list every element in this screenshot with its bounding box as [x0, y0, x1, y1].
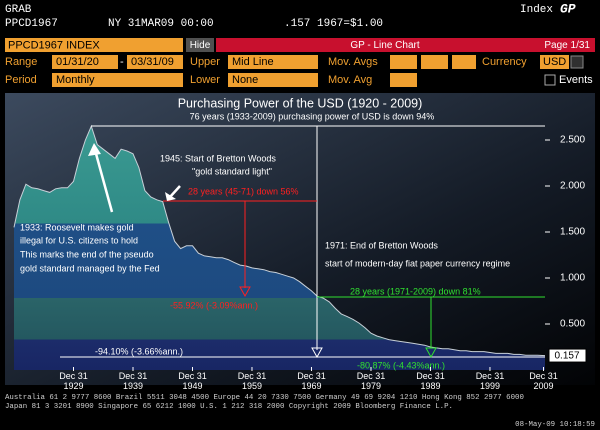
plot-area: [13, 124, 546, 370]
y-tick-label: 1.500: [560, 227, 585, 238]
annotation-arrow: [239, 286, 251, 298]
range-end: 03/31/09: [131, 56, 174, 68]
chart-title: Purchasing Power of the USD (1920 - 2009…: [178, 96, 423, 110]
range-end-field[interactable]: [127, 55, 183, 69]
lower-field[interactable]: [228, 73, 318, 87]
annotation-arrow: [88, 143, 101, 156]
footer-contacts: Australia 61 2 9777 8600 Brazil 5511 304…: [5, 394, 524, 402]
annotation: 1971: End of Bretton Woods: [325, 240, 438, 250]
annotation-arrow: [169, 185, 181, 198]
x-tick-label: Dec 31 1999: [475, 371, 505, 391]
x-tick-label: Dec 31 1929: [59, 371, 88, 391]
annotation-arrow: [425, 347, 437, 359]
x-tick-label: Dec 31 1979: [356, 371, 386, 391]
function-name: GP: [560, 1, 576, 16]
lower-label: Lower: [190, 74, 220, 86]
y-tick-label: 0.500: [560, 319, 585, 330]
x-tick-label: Dec 31 1989: [416, 371, 445, 391]
last-value-label: 0.157: [554, 351, 579, 362]
annotation: This marks the end of the pseudo: [20, 249, 154, 259]
mov-avg-field[interactable]: [452, 55, 476, 69]
annotation: 28 years (1971-2009) down 81%: [350, 286, 481, 296]
function-code: GRAB: [5, 4, 32, 16]
title-bar: [216, 38, 595, 52]
mov-avg-field[interactable]: [390, 73, 417, 87]
security-text: PPCD1967 INDEX: [8, 39, 100, 51]
annotation: -94.10% (-3.66%ann.): [95, 346, 183, 356]
currency-dropdown[interactable]: [570, 55, 584, 69]
x-tick-label: Dec 31 1969: [297, 371, 326, 391]
annotation: 28 years (45-71) down 56%: [188, 186, 299, 196]
annotation: -80.87% (-4.43%ann.): [357, 360, 445, 370]
annotation: start of modern-day fiat paper currency …: [325, 258, 510, 268]
security-field[interactable]: [5, 38, 183, 52]
annotation: "gold standard light": [192, 166, 272, 176]
currency-value: USD: [543, 56, 566, 68]
period-value: Monthly: [56, 74, 95, 86]
lower-value: None: [232, 74, 258, 86]
footer-timestamp: 08-May-09 10:18:59: [515, 421, 595, 429]
annotation: 76 years (1933-2009) purchasing power of…: [190, 111, 435, 121]
line: [13, 124, 546, 357]
annotation: -55.92% (-3.09%ann.): [170, 300, 258, 310]
range-separator: -: [120, 56, 124, 68]
x-tick-label: Dec 31 1959: [237, 371, 267, 391]
exchange-time: NY 31MAR09 00:00: [108, 18, 214, 30]
annotation: gold standard managed by the Fed: [20, 263, 160, 273]
range-start: 01/31/20: [56, 56, 99, 68]
ticker: PPCD1967: [5, 18, 58, 30]
annotation: 1933: Roosevelt makes gold: [20, 222, 134, 232]
x-tick-label: Dec 31 1939: [118, 371, 148, 391]
x-tick-label: Dec 31 1949: [178, 371, 207, 391]
period-label: Period: [5, 74, 37, 86]
y-tick-label: 2.000: [560, 181, 585, 192]
events-label: Events: [559, 74, 593, 86]
period-field[interactable]: [52, 73, 183, 87]
range-label: Range: [5, 56, 37, 68]
annotation: 1945: Start of Bretton Woods: [160, 153, 276, 163]
page-indicator: Page 1/31: [544, 40, 590, 51]
currency-field[interactable]: [540, 55, 569, 69]
x-tick-label: Dec 31 2009: [529, 371, 558, 391]
events-checkbox[interactable]: [544, 74, 556, 86]
screen-title: GP - Line Chart: [350, 40, 420, 51]
range-start-field[interactable]: [52, 55, 118, 69]
last-value-tag: [548, 348, 587, 363]
y-tick-label: 2.500: [560, 135, 585, 146]
footer-contacts: Japan 81 3 3201 8900 Singapore 65 6212 1…: [5, 403, 453, 411]
currency-label: Currency: [482, 56, 527, 68]
upper-value: Mid Line: [232, 56, 274, 68]
hide-button[interactable]: [186, 38, 214, 52]
mov-avgs-label: Mov. Avgs: [328, 56, 378, 68]
mov-avg-field[interactable]: [421, 55, 448, 69]
annotation: illegal for U.S. citizens to hold: [20, 235, 138, 245]
upper-field[interactable]: [228, 55, 318, 69]
hide-label: Hide: [190, 40, 211, 51]
y-tick-label: 1.000: [560, 273, 585, 284]
annotation-arrow: [165, 192, 176, 201]
mov-avg-label: Mov. Avg: [328, 74, 372, 86]
mov-avg-field[interactable]: [390, 55, 417, 69]
upper-label: Upper: [190, 56, 220, 68]
last-price: .157 1967=$1.00: [284, 18, 383, 30]
area: [14, 126, 545, 370]
annotation-arrow: [93, 149, 114, 213]
annotation-arrow: [311, 347, 323, 359]
market-sector: Index: [520, 4, 553, 16]
